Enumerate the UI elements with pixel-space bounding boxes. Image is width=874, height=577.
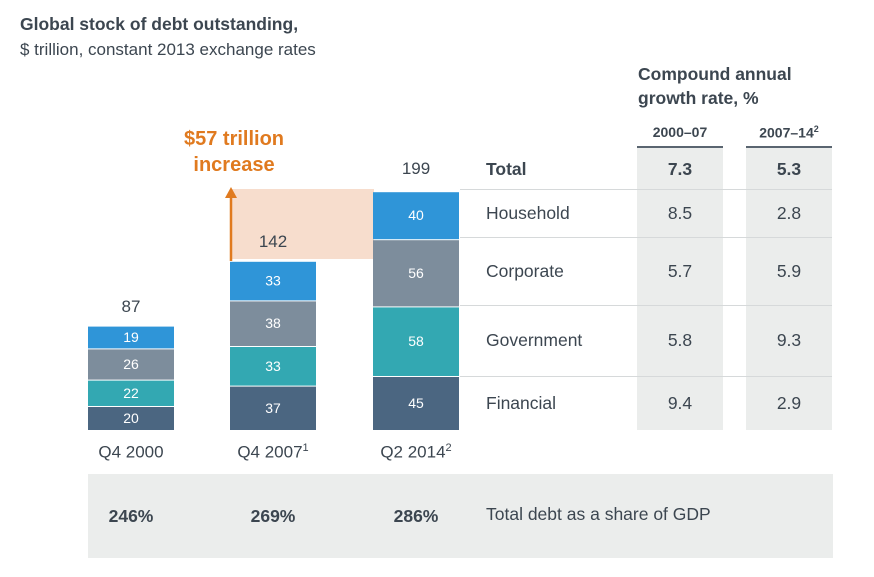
gdp-share-value: 246% [108, 506, 154, 526]
rate-financial-2007-14: 2.9 [776, 393, 802, 413]
footnote-marker: 2 [813, 124, 819, 134]
category-label-text: Q4 2000 [98, 442, 164, 462]
bar-segment-government [88, 380, 174, 406]
category-label-text: Q2 2014 [380, 442, 446, 462]
rate-government-2007-14: 9.3 [776, 330, 802, 350]
annotation-line1: $57 trillion [183, 128, 285, 150]
bar-segment-value: 58 [408, 333, 424, 349]
bar-total-label: 142 [258, 232, 288, 251]
bar-segment-government [230, 347, 316, 386]
cagr-header: Compound annual growth rate, % [638, 62, 838, 110]
chart-subtitle: $ trillion, constant 2013 exchange rates [20, 40, 316, 59]
bar-segment-value: 45 [408, 395, 424, 411]
row-divider [460, 305, 832, 306]
row-label-household: Household [486, 203, 570, 223]
gdp-share-band [88, 474, 833, 558]
annotation-line2: increase [193, 154, 275, 176]
rate-total-2007-14: 5.3 [776, 159, 802, 179]
bar-segment-corporate [230, 301, 316, 346]
category-label: Q4 2000 [78, 442, 184, 463]
bar-segment-financial [230, 386, 316, 430]
row-label-corporate: Corporate [486, 261, 564, 281]
bar-segment-value: 19 [123, 329, 139, 345]
category-label: Q4 20071 [220, 442, 326, 463]
bar-segment-value: 40 [408, 207, 424, 223]
row-label-financial: Financial [486, 393, 557, 413]
rate-total-2000-07: 7.3 [667, 159, 693, 179]
cagr-column-1 [637, 148, 723, 430]
cagr-column-2 [746, 148, 832, 430]
bar-segment-value: 38 [265, 315, 281, 331]
rate-household-2007-14: 2.8 [776, 203, 802, 223]
period-header-2007-14: 2007–142 [746, 124, 832, 141]
period-2007-14-label: 2007–14 [759, 124, 814, 141]
increase-band [232, 189, 374, 259]
cagr-header-line1: Compound annual [638, 64, 792, 84]
footnote-marker: 1 [302, 442, 309, 454]
bar-segment-value: 26 [123, 356, 139, 372]
category-label: Q2 20142 [363, 442, 469, 463]
gdp-share-value: 269% [250, 506, 296, 526]
bar-segment-financial [88, 407, 174, 430]
footnote-marker: 2 [445, 442, 452, 454]
bar-segment-corporate [373, 240, 459, 307]
bar-segment-value: 33 [265, 273, 281, 289]
rate-financial-2000-07: 9.4 [667, 393, 693, 413]
rate-government-2000-07: 5.8 [667, 330, 693, 350]
bar-segment-government [373, 307, 459, 376]
gdp-share-value: 286% [393, 506, 439, 526]
bar-segment-value: 20 [123, 410, 139, 426]
bar-total-label: 87 [121, 297, 141, 316]
increase-annotation: $57 trillion increase [160, 126, 308, 178]
row-label-government: Government [486, 330, 583, 350]
increase-arrow-icon [225, 187, 237, 261]
period-rule-1 [637, 146, 723, 148]
chart-title: Global stock of debt outstanding, [20, 14, 299, 34]
row-divider [460, 189, 832, 190]
bar-segment-corporate [88, 349, 174, 380]
period-rule-2 [746, 146, 832, 148]
bar-segment-household [373, 192, 459, 240]
period-header-2000-07: 2000–07 [652, 124, 708, 140]
cagr-header-line2: growth rate, % [638, 88, 759, 108]
gdp-share-label: Total debt as a share of GDP [486, 504, 711, 524]
category-label-text: Q4 2007 [237, 442, 303, 462]
rate-corporate-2000-07: 5.7 [667, 261, 693, 281]
row-divider [460, 376, 832, 377]
bar-segment-household [230, 261, 316, 301]
bar-segment-financial [373, 377, 459, 430]
rate-corporate-2007-14: 5.9 [776, 261, 802, 281]
bar-total-label: 199 [401, 159, 431, 178]
rate-household-2000-07: 8.5 [667, 203, 693, 223]
bar-segment-value: 56 [408, 265, 424, 281]
bar-segment-value: 33 [265, 358, 281, 374]
bar-segment-value: 37 [265, 400, 281, 416]
row-divider [460, 237, 832, 238]
row-label-total: Total [486, 159, 527, 179]
bar-segment-value: 22 [123, 385, 139, 401]
bar-segment-household [88, 326, 174, 349]
